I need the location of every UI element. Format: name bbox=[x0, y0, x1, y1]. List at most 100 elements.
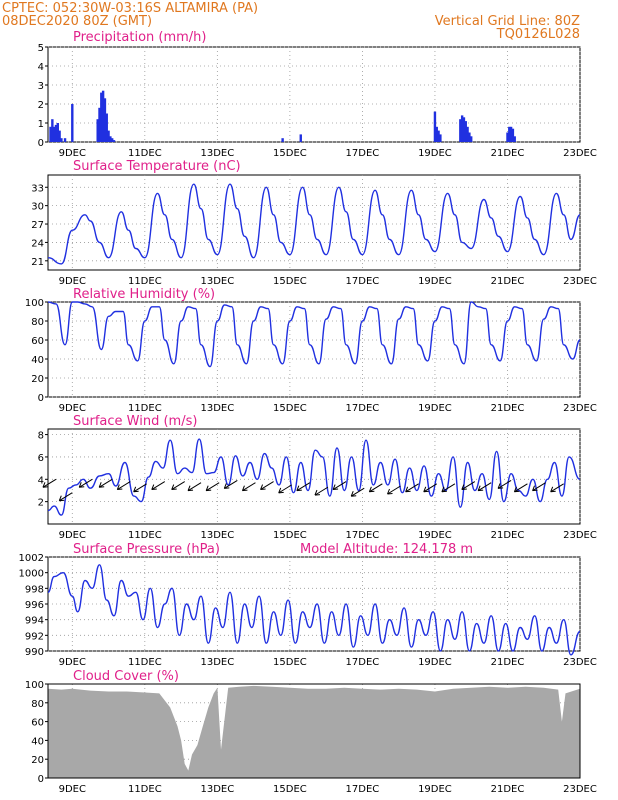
precip-ytick-label-0: 0 bbox=[38, 138, 44, 149]
wind-arrow-shaft-22 bbox=[441, 483, 456, 493]
precip-bar-22 bbox=[435, 126, 438, 142]
wind-arrow-shaft-1 bbox=[59, 492, 73, 502]
precip-bar-20 bbox=[299, 134, 302, 142]
wind-arrow-shaft-6 bbox=[151, 481, 166, 490]
cloud-area bbox=[48, 685, 580, 778]
precip-bar-24 bbox=[439, 134, 442, 142]
wind-arrow-shaft-26 bbox=[514, 483, 528, 493]
cloud-ytick-label-0: 0 bbox=[38, 774, 44, 785]
wind-arrow-shaft-8 bbox=[187, 482, 202, 492]
wind-arrow-head-b-9 bbox=[205, 485, 209, 491]
wind-arrow-head-b-2 bbox=[78, 482, 82, 488]
precip-xtick-label-0: 9DEC bbox=[59, 148, 86, 159]
wind-arrow-head-b-27 bbox=[532, 485, 536, 491]
wind-arrow-head-a-4 bbox=[117, 488, 123, 491]
wind-arrow-shaft-27 bbox=[532, 482, 546, 492]
cloud-xtick-label-3: 15DEC bbox=[273, 784, 307, 795]
wind-arrow-shaft-12 bbox=[260, 481, 274, 490]
wind-arrow-head-b-10 bbox=[223, 483, 227, 489]
pressure-title: Surface Pressure (hPa) bbox=[73, 542, 220, 557]
wind-arrow-head-a-21 bbox=[423, 490, 429, 493]
wind-ytick-label-0: 2 bbox=[38, 498, 44, 509]
wind-arrow-shaft-25 bbox=[497, 479, 512, 489]
wind-arrow-27 bbox=[532, 482, 546, 492]
precip-bar-7 bbox=[63, 138, 67, 142]
wind-arrow-shaft-24 bbox=[477, 482, 492, 492]
wind-arrow-16 bbox=[332, 481, 347, 491]
pressure-ytick-label-2: 994 bbox=[25, 616, 44, 627]
wind-arrow-head-a-10 bbox=[224, 487, 230, 489]
precip-bar-19 bbox=[281, 138, 284, 142]
humidity-frame bbox=[47, 301, 581, 398]
wind-arrow-head-b-28 bbox=[550, 486, 554, 492]
wind-arrow-14 bbox=[296, 482, 311, 492]
temperature-xtick-label-5: 19DEC bbox=[418, 276, 452, 287]
humidity-xtick-label-4: 17DEC bbox=[346, 403, 380, 414]
wind-arrow-head-b-5 bbox=[133, 486, 137, 492]
wind-arrow-head-a-26 bbox=[514, 490, 520, 493]
wind-arrow-shaft-10 bbox=[224, 479, 238, 489]
humidity-xtick-label-1: 11DEC bbox=[128, 403, 162, 414]
wind-arrow-head-a-23 bbox=[461, 488, 467, 491]
wind-arrow-17 bbox=[350, 487, 365, 497]
precip-panel: 0 1 2 3 4 5 9DEC 11DEC 13DEC 15DEC 17DEC 19DEC 21DEC… bbox=[38, 30, 597, 159]
humidity-ytick-label-2: 40 bbox=[31, 355, 44, 366]
wind-arrow-head-b-1 bbox=[58, 495, 62, 501]
wind-xtick-label-5: 19DEC bbox=[418, 530, 452, 541]
temperature-xtick-label-1: 11DEC bbox=[128, 276, 162, 287]
wind-arrow-head-a-16 bbox=[333, 488, 339, 491]
wind-arrow-20 bbox=[405, 483, 419, 493]
cloud-xtick-label-5: 19DEC bbox=[418, 784, 452, 795]
pressure-ytick-label-4: 998 bbox=[25, 584, 44, 595]
wind-arrow-head-b-12 bbox=[260, 484, 264, 490]
wind-arrow-shaft-23 bbox=[461, 481, 476, 490]
precip-bar-35 bbox=[511, 128, 515, 142]
humidity-xtick-label-5: 19DEC bbox=[418, 403, 452, 414]
cloud-xtick-label-4: 17DEC bbox=[346, 784, 380, 795]
wind-arrow-head-a-0 bbox=[42, 486, 49, 488]
wind-arrow-4 bbox=[116, 481, 131, 491]
wind-arrow-head-a-11 bbox=[242, 489, 248, 492]
wind-arrow-shaft-19 bbox=[387, 485, 401, 495]
wind-arrow-12 bbox=[260, 481, 274, 491]
precip-bar-3 bbox=[54, 124, 58, 142]
wind-arrow-head-a-14 bbox=[296, 489, 302, 492]
precip-bar-12 bbox=[101, 90, 105, 142]
wind-arrow-head-a-25 bbox=[498, 487, 504, 489]
precip-bar-14 bbox=[105, 113, 108, 142]
wind-arrow-0 bbox=[42, 478, 57, 488]
wind-arrow-3 bbox=[98, 478, 113, 488]
wind-arrow-8 bbox=[187, 482, 202, 492]
wind-arrow-head-a-20 bbox=[405, 490, 411, 493]
temperature-ytick-label-4: 33 bbox=[31, 183, 44, 194]
precip-xtick-label-3: 15DEC bbox=[273, 148, 307, 159]
wind-arrow-26 bbox=[513, 483, 528, 493]
wind-arrow-7 bbox=[171, 481, 185, 491]
wind-arrow-shaft-16 bbox=[332, 481, 347, 490]
wind-arrow-head-a-2 bbox=[79, 486, 85, 488]
pressure-annotation: Model Altitude: 124.178 m bbox=[300, 542, 473, 557]
wind-arrow-shaft-13 bbox=[278, 484, 292, 494]
wind-xtick-label-7: 23DEC bbox=[563, 530, 597, 541]
wind-arrow-head-b-11 bbox=[241, 485, 245, 491]
wind-ytick-label-1: 4 bbox=[38, 475, 44, 486]
precip-bar-6 bbox=[60, 138, 63, 142]
precip-bar-36 bbox=[513, 136, 516, 142]
humidity-ytick-label-4: 80 bbox=[31, 317, 44, 328]
wind-arrow-head-a-9 bbox=[206, 489, 212, 492]
wind-arrow-head-a-5 bbox=[133, 490, 139, 493]
wind-arrow-18 bbox=[368, 483, 383, 493]
wind-arrow-head-a-27 bbox=[532, 489, 538, 492]
precip-xtick-label-7: 23DEC bbox=[563, 148, 597, 159]
humidity-xtick-label-2: 13DEC bbox=[200, 403, 234, 414]
precip-bar-17 bbox=[110, 138, 114, 142]
wind-arrow-shaft-15 bbox=[314, 486, 329, 496]
wind-arrow-shaft-28 bbox=[550, 483, 564, 493]
precip-ytick-label-2: 2 bbox=[38, 100, 44, 111]
wind-arrow-15 bbox=[314, 486, 329, 496]
wind-arrow-head-b-26 bbox=[513, 486, 517, 492]
precip-ytick-label-1: 1 bbox=[38, 119, 44, 130]
wind-arrow-22 bbox=[441, 483, 456, 493]
precip-bar-0 bbox=[49, 126, 52, 142]
wind-arrow-13 bbox=[278, 484, 292, 494]
